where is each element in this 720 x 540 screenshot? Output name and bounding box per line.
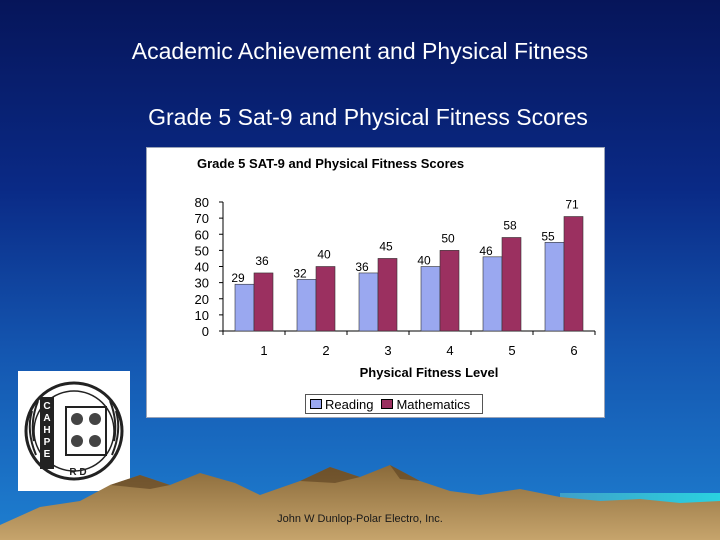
y-tick-label: 60 (195, 227, 209, 242)
x-tick-label: 3 (384, 343, 391, 358)
y-tick-label: 0 (202, 324, 209, 339)
x-axis-label: Physical Fitness Level (360, 365, 499, 380)
data-label-mathematics: 50 (441, 231, 455, 245)
legend-label-mathematics: Mathematics (396, 396, 471, 412)
bar-reading-1 (234, 283, 255, 332)
chart-title: Grade 5 SAT-9 and Physical Fitness Score… (197, 156, 464, 171)
bar-reading-2 (296, 279, 317, 332)
data-label-reading: 40 (417, 254, 431, 268)
legend-swatch-mathematics (381, 399, 394, 409)
data-label-mathematics: 71 (565, 198, 579, 212)
mountain-landscape (0, 465, 720, 540)
y-tick-label: 40 (195, 260, 209, 275)
svg-text:R D: R D (69, 467, 86, 478)
bar-reading-3 (358, 272, 379, 332)
slide-subtitle: Grade 5 Sat-9 and Physical Fitness Score… (148, 104, 588, 130)
y-tick-label: 50 (195, 243, 209, 258)
legend-item-mathematics: Mathematics (381, 397, 470, 412)
x-tick-label: 2 (322, 343, 329, 358)
data-label-reading: 55 (541, 229, 555, 243)
bar-reading-5 (482, 256, 503, 332)
bar-reading-4 (420, 266, 441, 332)
data-label-reading: 36 (355, 260, 369, 274)
x-tick-label: 1 (260, 343, 267, 358)
svg-text:A: A (43, 413, 50, 424)
svg-text:C: C (43, 401, 50, 412)
cahperd-emblem-icon: C A H P E R D (24, 381, 124, 481)
data-label-mathematics: 45 (379, 239, 393, 253)
x-tick-label: 5 (508, 343, 515, 358)
legend-item-reading: Reading (310, 397, 373, 412)
legend-swatch-reading (310, 399, 322, 409)
chart-svg: Grade 5 SAT-9 and Physical Fitness Score… (195, 156, 596, 380)
bar-mathematics-6 (563, 216, 584, 332)
data-label-mathematics: 36 (255, 254, 269, 268)
chart-legend: Reading Mathematics (305, 394, 484, 414)
y-tick-label: 10 (195, 308, 209, 323)
svg-text:E: E (44, 449, 51, 460)
bar-mathematics-2 (315, 266, 336, 332)
y-tick-label: 30 (195, 276, 209, 291)
bar-mathematics-3 (377, 258, 398, 332)
data-label-mathematics: 58 (503, 218, 517, 232)
chart-panel: Grade 5 SAT-9 and Physical Fitness Score… (146, 147, 605, 418)
bar-mathematics-4 (439, 250, 460, 332)
y-tick-label: 70 (195, 211, 209, 226)
data-label-mathematics: 40 (317, 248, 331, 262)
bar-mathematics-1 (253, 272, 274, 332)
y-tick-label: 20 (195, 292, 209, 307)
footer-credit: John W Dunlop-Polar Electro, Inc. (277, 513, 443, 525)
data-label-reading: 29 (231, 271, 245, 285)
svg-text:H: H (43, 425, 50, 436)
legend-label-reading: Reading (325, 396, 374, 412)
x-tick-label: 6 (570, 343, 577, 358)
cahperd-logo: C A H P E R D (18, 371, 130, 491)
y-tick-label: 80 (195, 195, 209, 210)
data-label-reading: 46 (479, 244, 493, 258)
x-tick-label: 4 (446, 343, 453, 358)
slide-title: Academic Achievement and Physical Fitnes… (131, 38, 589, 64)
bar-mathematics-5 (501, 237, 522, 332)
data-label-reading: 32 (293, 266, 307, 280)
bar-reading-6 (544, 242, 565, 332)
svg-text:P: P (44, 437, 51, 448)
